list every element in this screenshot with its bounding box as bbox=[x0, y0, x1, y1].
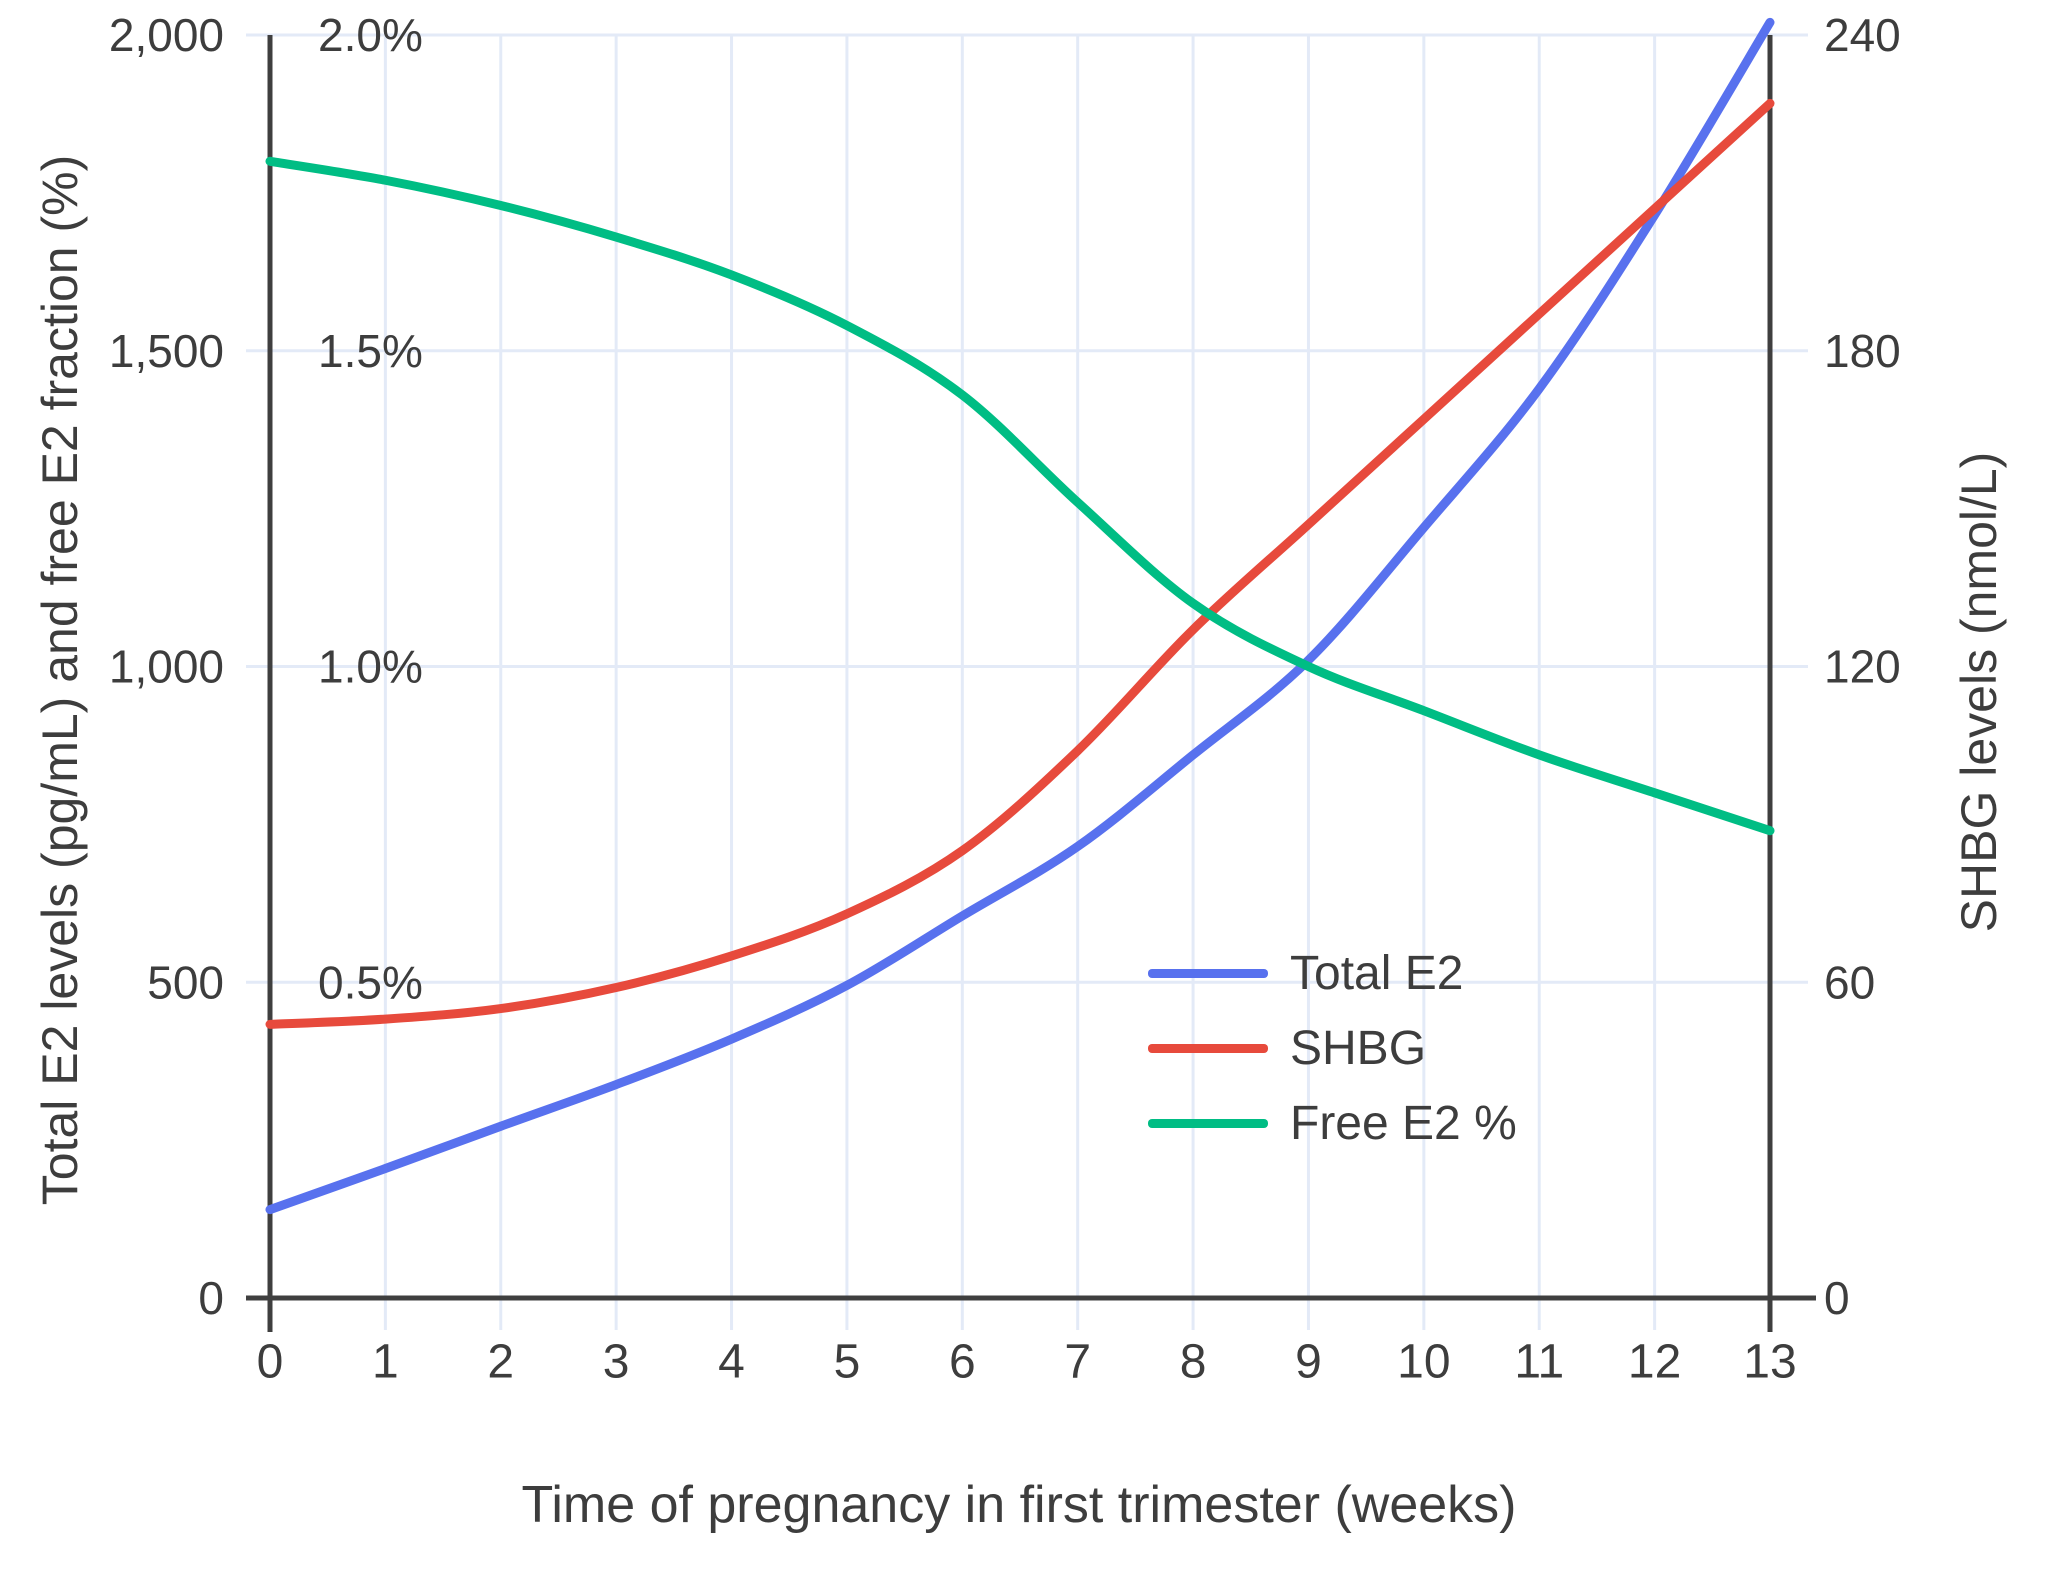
x-axis-tick-label: 4 bbox=[718, 1336, 745, 1389]
x-axis-tick-label: 13 bbox=[1743, 1336, 1796, 1389]
free-e2-pct-tick-label: 1.0% bbox=[318, 641, 423, 693]
legend-item-free-e2: Free E2 % bbox=[1148, 1086, 1517, 1161]
legend-label-shbg: SHBG bbox=[1290, 1022, 1427, 1075]
x-axis-tick-label: 3 bbox=[603, 1336, 630, 1389]
x-axis-tick-label: 12 bbox=[1628, 1336, 1681, 1389]
x-axis-tick-label: 8 bbox=[1180, 1336, 1207, 1389]
x-axis-tick-label: 6 bbox=[949, 1336, 976, 1389]
x-axis-tick-label: 0 bbox=[257, 1336, 284, 1389]
legend-swatch-free-e2 bbox=[1148, 1119, 1268, 1128]
series-line-shbg bbox=[265, 98, 1775, 1029]
legend: Total E2 SHBG Free E2 % bbox=[1148, 936, 1517, 1161]
x-axis-tick-label: 11 bbox=[1514, 1336, 1564, 1389]
free-e2-pct-tick-label: 0.5% bbox=[318, 956, 423, 1008]
series-line-free-e2- bbox=[265, 156, 1775, 836]
right-axis-tick-label: 180 bbox=[1824, 325, 1901, 377]
x-axis-tick-label: 5 bbox=[834, 1336, 861, 1389]
x-axis-tick-label: 2 bbox=[487, 1336, 514, 1389]
right-axis-tick-label: 60 bbox=[1824, 956, 1875, 1008]
free-e2-pct-tick-label: 2.0% bbox=[318, 9, 423, 61]
x-axis-tick-label: 7 bbox=[1064, 1336, 1091, 1389]
x-axis-title: Time of pregnancy in first trimester (we… bbox=[521, 1476, 1517, 1534]
free-e2-pct-tick-label: 1.5% bbox=[318, 325, 423, 377]
legend-label-free-e2: Free E2 % bbox=[1290, 1097, 1517, 1150]
legend-swatch-shbg bbox=[1148, 1044, 1268, 1053]
left-axis-tick-label: 2,000 bbox=[109, 9, 224, 61]
right-axis-tick-label: 0 bbox=[1824, 1272, 1850, 1324]
left-axis-tick-label: 1,500 bbox=[109, 325, 224, 377]
x-axis-tick-label: 10 bbox=[1397, 1336, 1450, 1389]
right-axis-tick-label: 120 bbox=[1824, 641, 1901, 693]
left-y-axis-title: Total E2 levels (pg/mL) and free E2 frac… bbox=[32, 154, 88, 1206]
right-y-axis-title: SHBG levels (nmol/L) bbox=[1951, 451, 2007, 933]
legend-item-shbg: SHBG bbox=[1148, 1011, 1517, 1086]
left-axis-tick-label: 500 bbox=[147, 956, 224, 1008]
x-axis-tick-label: 1 bbox=[372, 1336, 399, 1389]
legend-swatch-total-e2 bbox=[1148, 969, 1268, 978]
x-axis-tick-label: 9 bbox=[1295, 1336, 1322, 1389]
series-line-total-e2 bbox=[265, 17, 1775, 1215]
right-axis-tick-label: 240 bbox=[1824, 9, 1901, 61]
left-axis-tick-label: 1,000 bbox=[109, 641, 224, 693]
legend-item-total-e2: Total E2 bbox=[1148, 936, 1517, 1011]
left-axis-tick-label: 0 bbox=[198, 1272, 224, 1324]
legend-label-total-e2: Total E2 bbox=[1290, 947, 1464, 1000]
